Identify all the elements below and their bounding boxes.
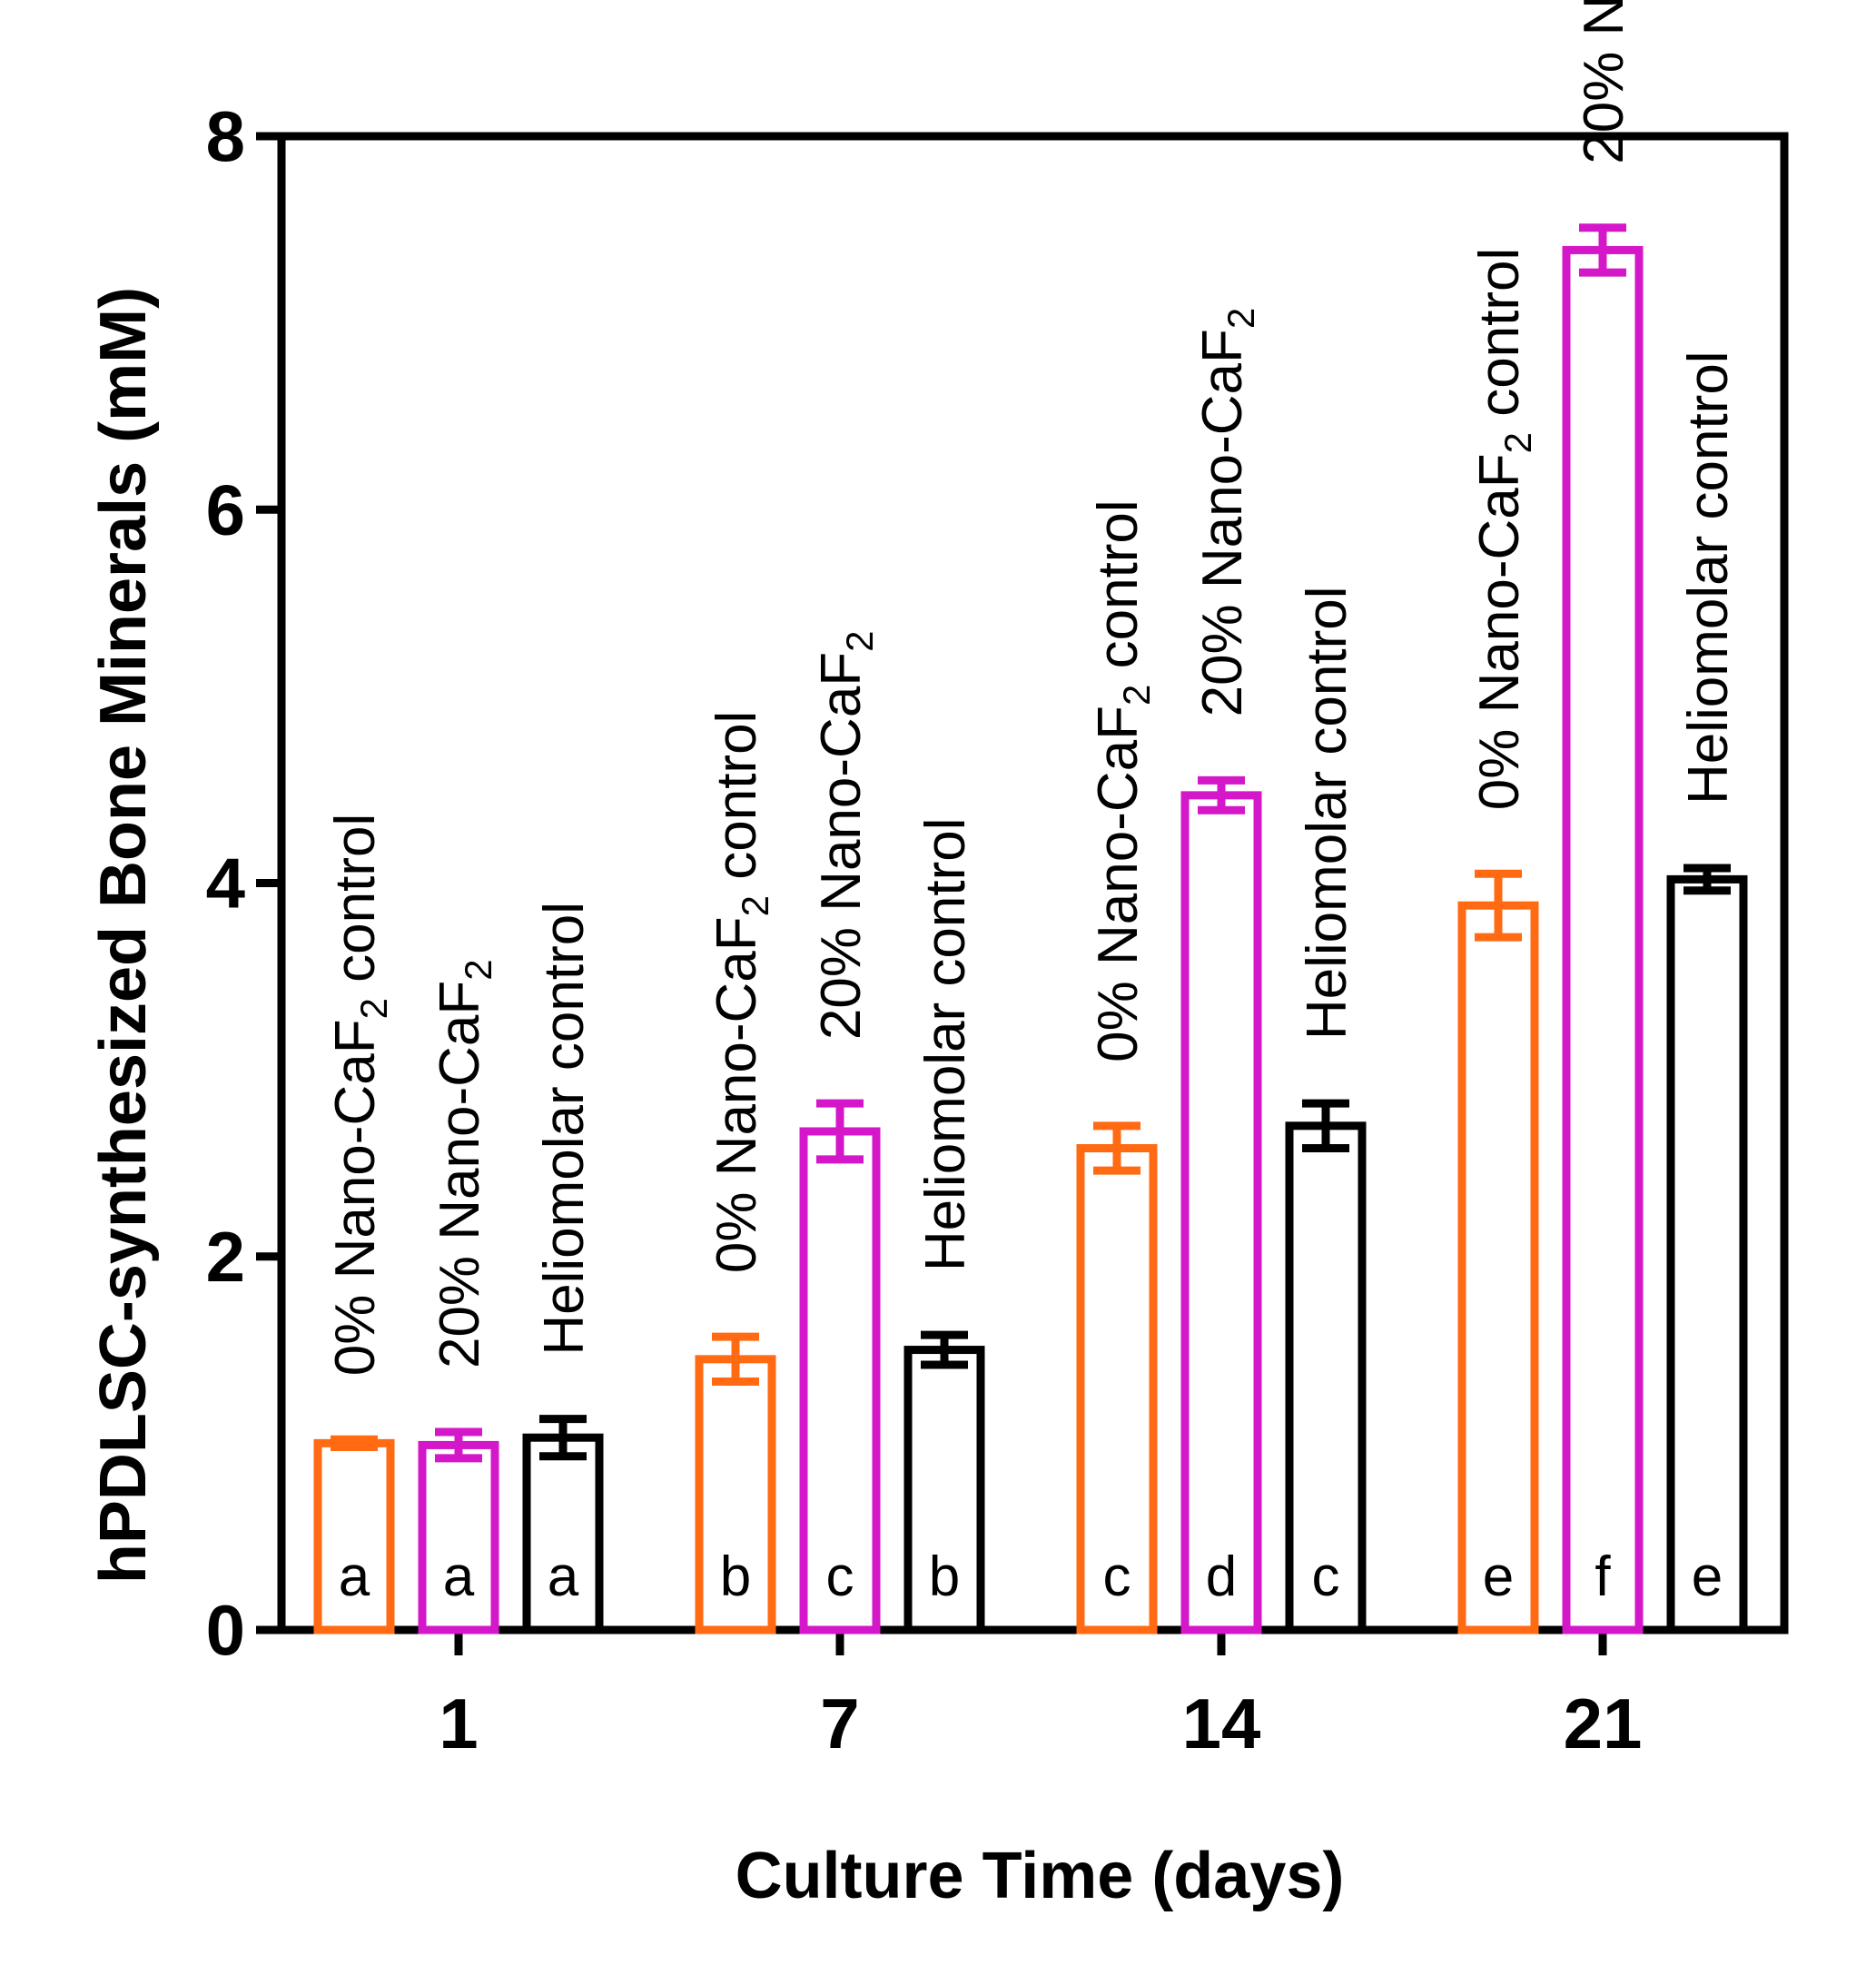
plot-frame <box>277 132 1789 1634</box>
bar <box>903 1346 985 1634</box>
bar-series-label: 0% Nano-CaF2 control <box>324 814 395 1377</box>
significance-letter: e <box>1483 1545 1514 1608</box>
significance-letter: c <box>826 1545 854 1608</box>
y-tick-label: 8 <box>206 96 245 176</box>
bar-series-label: 0% Nano-CaF2 control <box>1468 248 1539 811</box>
bar-series-label: 20% Nano-CaF2 <box>1191 308 1262 717</box>
bar <box>522 1433 604 1634</box>
significance-letter: c <box>1312 1545 1340 1608</box>
bar <box>1180 791 1262 1634</box>
bar <box>1562 245 1644 1634</box>
x-tick-label: 14 <box>1182 1684 1261 1763</box>
x-tick-label: 1 <box>439 1684 478 1763</box>
x-axis-title: Culture Time (days) <box>736 1840 1345 1912</box>
significance-letter: a <box>443 1545 475 1608</box>
y-tick-label: 6 <box>206 469 245 549</box>
bar <box>1076 1143 1158 1634</box>
y-tick-label: 2 <box>206 1217 245 1297</box>
significance-letter: e <box>1692 1545 1723 1608</box>
bar-series-label: 20% Nano-CaF2 <box>1573 0 1644 164</box>
bar-series-label: 0% Nano-CaF2 control <box>1087 499 1158 1062</box>
x-tick-label: 21 <box>1564 1684 1643 1763</box>
significance-letter: c <box>1103 1545 1131 1608</box>
bar <box>1666 874 1748 1634</box>
bar-series-label: 0% Nano-CaF2 control <box>706 711 776 1274</box>
bar-series-label: 20% Nano-CaF2 <box>429 959 499 1368</box>
significance-letter: a <box>548 1545 579 1608</box>
bar-series-label: Heliomolar control <box>533 902 596 1356</box>
bar-series-label: Heliomolar control <box>914 817 977 1271</box>
y-axis-title: hPDLSC-synthesized Bone Minerals (mM) <box>87 287 160 1584</box>
significance-letter: d <box>1206 1545 1237 1608</box>
bar-series-label: Heliomolar control <box>1296 586 1358 1040</box>
y-tick-label: 0 <box>206 1590 245 1670</box>
bar-series-label: Heliomolar control <box>1677 351 1740 805</box>
significance-letter: f <box>1595 1545 1611 1608</box>
significance-letter: a <box>339 1545 370 1608</box>
bar-series-label: 20% Nano-CaF2 <box>810 630 881 1040</box>
plot-area: 0 2 4 6 8 1 7 14 21 a 0% Nano-CaF2 control b 0% Nano… <box>206 0 1789 1763</box>
y-tick-label: 4 <box>206 844 245 923</box>
bar <box>1457 901 1539 1634</box>
significance-letter: b <box>720 1545 751 1608</box>
significance-letter: b <box>929 1545 960 1608</box>
x-tick-label: 7 <box>820 1684 859 1763</box>
bar <box>1285 1121 1367 1634</box>
